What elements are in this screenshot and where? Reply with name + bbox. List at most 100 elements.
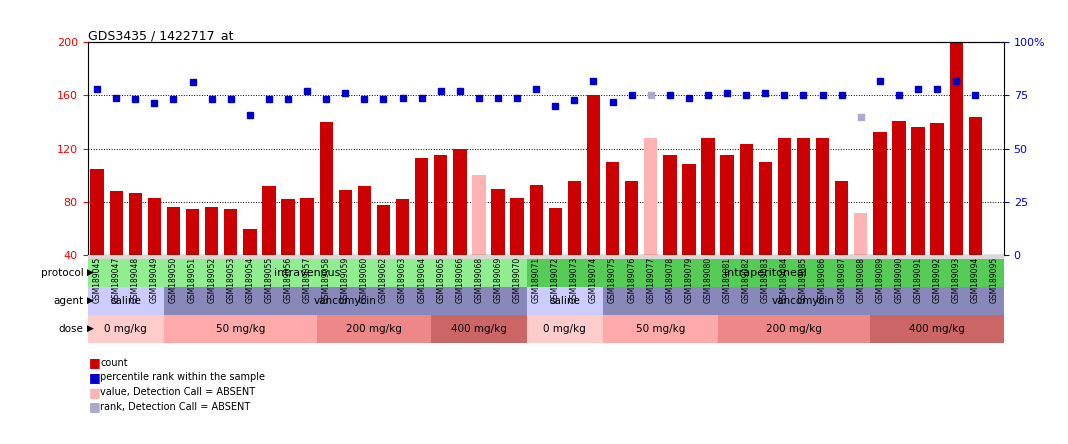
Text: GSM189064: GSM189064 xyxy=(418,257,426,303)
Text: dose: dose xyxy=(59,324,83,334)
Text: GSM189082: GSM189082 xyxy=(741,257,751,303)
Text: agent: agent xyxy=(53,296,83,306)
Bar xyxy=(606,162,619,255)
Text: count: count xyxy=(100,358,128,368)
Bar xyxy=(339,190,352,309)
Bar xyxy=(164,287,527,315)
Text: GSM189093: GSM189093 xyxy=(952,257,961,303)
Text: 50 mg/kg: 50 mg/kg xyxy=(635,324,685,334)
Text: GSM189070: GSM189070 xyxy=(513,257,521,303)
Bar xyxy=(739,144,753,255)
Bar xyxy=(281,199,295,309)
Text: GSM189074: GSM189074 xyxy=(588,257,598,303)
Text: GSM189080: GSM189080 xyxy=(704,257,712,303)
Text: GSM189079: GSM189079 xyxy=(685,257,693,303)
Text: GSM189052: GSM189052 xyxy=(207,257,216,303)
Bar xyxy=(758,162,772,255)
Bar xyxy=(511,198,523,309)
Bar xyxy=(396,199,409,309)
Bar xyxy=(186,209,200,309)
Text: GSM189051: GSM189051 xyxy=(188,257,198,303)
Text: intraperitoneal: intraperitoneal xyxy=(724,268,806,278)
Bar xyxy=(549,208,562,255)
Text: GSM189045: GSM189045 xyxy=(93,257,101,303)
Text: saline: saline xyxy=(110,296,141,306)
Bar xyxy=(721,155,734,255)
Bar xyxy=(663,155,676,255)
Text: GSM189089: GSM189089 xyxy=(876,257,884,303)
Bar xyxy=(682,164,695,255)
Text: GSM189068: GSM189068 xyxy=(474,257,484,303)
Text: intravenous: intravenous xyxy=(273,268,341,278)
Bar xyxy=(88,287,164,315)
Text: ■: ■ xyxy=(89,400,100,413)
Text: 0 mg/kg: 0 mg/kg xyxy=(105,324,147,334)
Text: GSM189087: GSM189087 xyxy=(837,257,846,303)
Text: value, Detection Call = ABSENT: value, Detection Call = ABSENT xyxy=(100,387,255,397)
Bar xyxy=(128,193,142,309)
Text: GSM189050: GSM189050 xyxy=(169,257,178,303)
Text: GSM189094: GSM189094 xyxy=(971,257,979,303)
Bar xyxy=(870,315,1004,343)
Bar xyxy=(167,207,180,309)
Bar xyxy=(718,315,870,343)
Bar xyxy=(224,209,237,309)
Text: 50 mg/kg: 50 mg/kg xyxy=(216,324,265,334)
Text: GSM189058: GSM189058 xyxy=(321,257,331,303)
Text: GSM189092: GSM189092 xyxy=(932,257,942,303)
Bar xyxy=(319,122,333,309)
Text: GSM189095: GSM189095 xyxy=(990,257,999,303)
Bar xyxy=(527,287,603,315)
Text: 400 mg/kg: 400 mg/kg xyxy=(909,324,965,334)
Text: 400 mg/kg: 400 mg/kg xyxy=(451,324,507,334)
Text: GSM189060: GSM189060 xyxy=(360,257,368,303)
Bar xyxy=(969,117,981,255)
Bar xyxy=(949,0,963,255)
Text: ▶: ▶ xyxy=(87,296,93,305)
Text: GSM189065: GSM189065 xyxy=(436,257,445,303)
Bar xyxy=(702,138,714,255)
Bar xyxy=(603,287,1004,315)
Bar xyxy=(835,181,848,255)
Text: ■: ■ xyxy=(89,356,100,369)
Text: GSM189059: GSM189059 xyxy=(341,257,350,303)
Bar xyxy=(892,121,906,255)
Text: GSM189076: GSM189076 xyxy=(627,257,637,303)
Bar xyxy=(603,315,718,343)
Bar xyxy=(874,132,886,255)
Bar xyxy=(164,315,316,343)
Bar xyxy=(415,158,428,309)
Text: GSM189081: GSM189081 xyxy=(723,257,732,303)
Text: ▶: ▶ xyxy=(87,268,93,278)
Text: GSM189085: GSM189085 xyxy=(799,257,808,303)
Text: 200 mg/kg: 200 mg/kg xyxy=(766,324,822,334)
Bar xyxy=(147,198,161,309)
Bar xyxy=(316,315,431,343)
Text: GSM189066: GSM189066 xyxy=(455,257,465,303)
Text: percentile rank within the sample: percentile rank within the sample xyxy=(100,373,265,382)
Text: GSM189047: GSM189047 xyxy=(112,257,121,303)
Text: GSM189083: GSM189083 xyxy=(760,257,770,303)
Text: GSM189069: GSM189069 xyxy=(493,257,503,303)
Text: GSM189057: GSM189057 xyxy=(302,257,312,303)
Text: GSM189054: GSM189054 xyxy=(246,257,254,303)
Text: GSM189088: GSM189088 xyxy=(857,257,865,303)
Text: GSM189062: GSM189062 xyxy=(379,257,388,303)
Text: GSM189063: GSM189063 xyxy=(398,257,407,303)
Text: 200 mg/kg: 200 mg/kg xyxy=(346,324,402,334)
Bar xyxy=(797,138,811,255)
Text: GSM189071: GSM189071 xyxy=(532,257,540,303)
Bar xyxy=(244,229,256,309)
Bar xyxy=(527,259,1004,287)
Bar xyxy=(930,123,944,255)
Text: vancomycin: vancomycin xyxy=(314,296,377,306)
Bar xyxy=(205,207,218,309)
Bar xyxy=(453,149,467,309)
Bar xyxy=(300,198,314,309)
Bar xyxy=(263,186,276,309)
Bar xyxy=(816,138,829,255)
Text: ▶: ▶ xyxy=(87,324,93,333)
Text: GSM189086: GSM189086 xyxy=(818,257,827,303)
Text: GSM189056: GSM189056 xyxy=(283,257,293,303)
Bar xyxy=(530,185,543,255)
